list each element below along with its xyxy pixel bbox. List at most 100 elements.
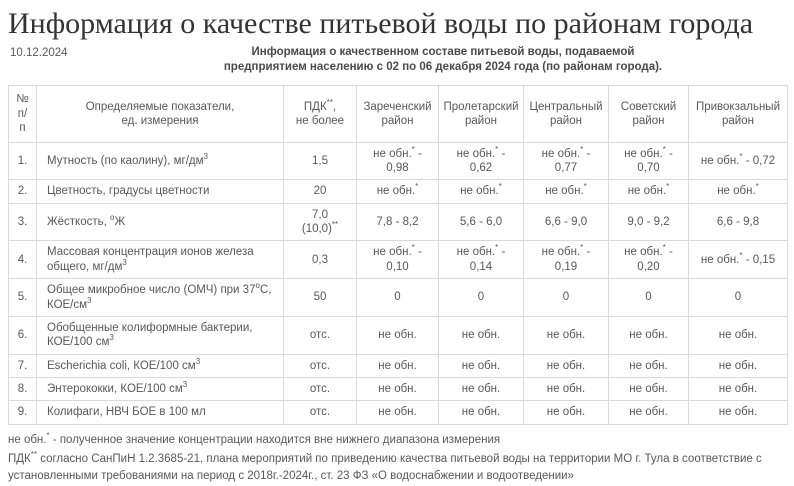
district-value: не обн.* bbox=[523, 179, 609, 204]
district-value: не обн. bbox=[688, 315, 788, 355]
table-row: 4. Массовая концентрация ионов железа общ… bbox=[8, 240, 788, 280]
district-value: не обн. bbox=[608, 315, 689, 355]
district-value: не обн. bbox=[438, 400, 524, 425]
table-row: 7. Escherichia coli, КОЕ/100 см3 отс. не об… bbox=[8, 353, 788, 379]
report-subtitle: Информация о качественном составе питьев… bbox=[223, 46, 663, 74]
indicator-name: Колифаги, НВЧ БОЕ в 100 мл bbox=[36, 400, 284, 425]
indicator-name: Мутность (по каолину), мг/дм3 bbox=[36, 141, 284, 181]
district-value: не обн.* - 0,98 bbox=[356, 141, 439, 181]
column-header: Зареченский район bbox=[356, 85, 439, 143]
footnote-pdk: ПДК** согласно СанПиН 1.2.3685-21, плана… bbox=[8, 449, 762, 483]
page-title: Информация о качестве питьевой воды по р… bbox=[8, 7, 754, 40]
pdk-value: отс. bbox=[283, 400, 357, 425]
footnotes: не обн.* - полученное значение концентра… bbox=[8, 430, 786, 486]
district-value: 6,6 - 9,8 bbox=[688, 202, 788, 242]
indicator-name: Массовая концентрация ионов железа общег… bbox=[36, 240, 284, 280]
district-value: не обн.* - 0,72 bbox=[688, 141, 788, 181]
subheader: 10.12.2024 Информация о качественном сос… bbox=[8, 45, 786, 77]
row-number: 4. bbox=[8, 240, 37, 280]
column-header: Привокзальный район bbox=[688, 85, 788, 143]
district-value: не обн.* - 0,77 bbox=[523, 141, 609, 181]
pdk-value: 1,5 bbox=[283, 141, 357, 181]
district-value: не обн.* - 0,20 bbox=[608, 240, 689, 280]
district-value: 9,0 - 9,2 bbox=[608, 202, 689, 242]
pdk-value: отс. bbox=[283, 377, 357, 402]
row-number: 8. bbox=[8, 377, 37, 402]
pdk-value: отс. bbox=[283, 353, 357, 379]
district-value: не обн. bbox=[438, 377, 524, 402]
table-body: 1. Мутность (по каолину), мг/дм3 1,5 не обн… bbox=[8, 141, 788, 425]
district-value: не обн. bbox=[688, 377, 788, 402]
column-header: ПДК**, не более bbox=[283, 85, 357, 143]
indicator-name: Жёсткость, оЖ bbox=[36, 202, 284, 242]
district-value: не обн. bbox=[523, 315, 609, 355]
table-row: 3. Жёсткость, оЖ 7,0 (10,0)** 7,8 - 8,2 5,6 -… bbox=[8, 202, 788, 242]
column-header: Центральный район bbox=[523, 85, 609, 143]
district-value: 0 bbox=[356, 278, 439, 317]
district-value: не обн.* - 0,62 bbox=[438, 141, 524, 181]
district-value: 0 bbox=[608, 278, 689, 317]
district-value: не обн. bbox=[438, 315, 524, 355]
district-value: не обн. bbox=[438, 353, 524, 379]
district-value: не обн.* - 0,70 bbox=[608, 141, 689, 181]
district-value: не обн.* - 0,14 bbox=[438, 240, 524, 280]
column-header: Советский район bbox=[608, 85, 689, 143]
district-value: не обн.* - 0,19 bbox=[523, 240, 609, 280]
district-value: не обн. bbox=[356, 400, 439, 425]
footnote-measurement: не обн.* - полученное значение концентра… bbox=[8, 430, 501, 446]
district-value: не обн.* bbox=[608, 179, 689, 204]
row-number: 1. bbox=[8, 141, 37, 181]
district-value: 5,6 - 6,0 bbox=[438, 202, 524, 242]
column-header: Пролетарский район bbox=[438, 85, 524, 143]
district-value: не обн. bbox=[523, 400, 609, 425]
table-row: 5. Общее микробное число (ОМЧ) при 37оС, … bbox=[8, 278, 788, 317]
district-value: 0 bbox=[523, 278, 609, 317]
district-value: 0 bbox=[688, 278, 788, 317]
table-header-row: № п/п Определяемые показатели, ед. измерени… bbox=[8, 85, 788, 143]
indicator-name: Цветность, градусы цветности bbox=[36, 179, 284, 204]
district-value: не обн. bbox=[356, 315, 439, 355]
row-number: 6. bbox=[8, 315, 37, 355]
row-number: 3. bbox=[8, 202, 37, 242]
district-value: не обн. bbox=[608, 353, 689, 379]
district-value: не обн. bbox=[688, 353, 788, 379]
indicator-name: Escherichia coli, КОЕ/100 см3 bbox=[36, 353, 284, 379]
district-value: не обн.* bbox=[688, 179, 788, 204]
report-date: 10.12.2024 bbox=[10, 47, 68, 60]
row-number: 7. bbox=[8, 353, 37, 379]
district-value: не обн. bbox=[523, 353, 609, 379]
district-value: не обн. bbox=[523, 377, 609, 402]
table-row: 2. Цветность, градусы цветности 20 не обн.*… bbox=[8, 179, 788, 204]
table-row: 1. Мутность (по каолину), мг/дм3 1,5 не обн… bbox=[8, 141, 788, 181]
indicator-name: Энтерококки, КОЕ/100 см3 bbox=[36, 377, 284, 402]
indicator-name: Обобщенные колиформные бактерии, КОЕ/100… bbox=[36, 315, 284, 355]
district-value: не обн. bbox=[608, 377, 689, 402]
district-value: не обн.* - 0,10 bbox=[356, 240, 439, 280]
district-value: не обн. bbox=[356, 377, 439, 402]
pdk-value: отс. bbox=[283, 315, 357, 355]
district-value: не обн. bbox=[608, 400, 689, 425]
district-value: 6,6 - 9,0 bbox=[523, 202, 609, 242]
column-header: № п/п bbox=[8, 85, 37, 143]
pdk-value: 7,0 (10,0)** bbox=[283, 202, 357, 242]
district-value: не обн. bbox=[688, 400, 788, 425]
row-number: 5. bbox=[8, 278, 37, 317]
district-value: не обн.* bbox=[356, 179, 439, 204]
table-row: 6. Обобщенные колиформные бактерии, КОЕ/1… bbox=[8, 315, 788, 355]
table-row: 8. Энтерококки, КОЕ/100 см3 отс. не обн. не … bbox=[8, 377, 788, 402]
column-header: Определяемые показатели, ед. измерения bbox=[36, 85, 284, 143]
pdk-value: 50 bbox=[283, 278, 357, 317]
district-value: не обн.* bbox=[438, 179, 524, 204]
district-value: не обн. bbox=[356, 353, 439, 379]
row-number: 2. bbox=[8, 179, 37, 204]
table-row: 9. Колифаги, НВЧ БОЕ в 100 мл отс. не обн. н… bbox=[8, 400, 788, 425]
row-number: 9. bbox=[8, 400, 37, 425]
water-quality-table: № п/п Определяемые показатели, ед. измерени… bbox=[8, 85, 788, 425]
pdk-value: 20 bbox=[283, 179, 357, 204]
district-value: 7,8 - 8,2 bbox=[356, 202, 439, 242]
district-value: не обн.* - 0,15 bbox=[688, 240, 788, 280]
district-value: 0 bbox=[438, 278, 524, 317]
indicator-name: Общее микробное число (ОМЧ) при 37оС, КО… bbox=[36, 278, 284, 317]
pdk-value: 0,3 bbox=[283, 240, 357, 280]
